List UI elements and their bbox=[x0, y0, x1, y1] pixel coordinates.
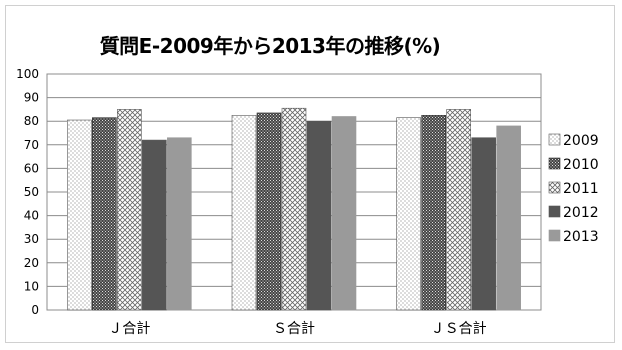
bar-2013-1 bbox=[331, 116, 357, 311]
bar-2010-2 bbox=[421, 115, 446, 311]
legend-label-2013: 2013 bbox=[563, 229, 599, 245]
y-tick-label: 70 bbox=[24, 138, 39, 152]
legend-swatch-2010 bbox=[548, 157, 561, 170]
legend-swatch-2009 bbox=[548, 133, 561, 146]
legend-label-2010: 2010 bbox=[563, 157, 599, 173]
bar-2013-2 bbox=[496, 125, 521, 311]
bar-2010-1 bbox=[256, 112, 282, 311]
bar-2010-0 bbox=[92, 117, 117, 311]
legend-swatch-2013 bbox=[548, 229, 561, 242]
y-tick-label: 30 bbox=[24, 232, 39, 246]
bar-2009-2 bbox=[396, 117, 421, 311]
bar-2011-2 bbox=[446, 109, 471, 311]
bar-2009-1 bbox=[231, 115, 257, 311]
bar-2012-0 bbox=[142, 139, 167, 311]
x-category-label: Ｊ合計 bbox=[108, 321, 150, 337]
bar-2012-2 bbox=[471, 137, 496, 311]
bar-2012-1 bbox=[306, 120, 332, 311]
bar-2009-0 bbox=[67, 119, 92, 311]
legend-label-2012: 2012 bbox=[563, 205, 599, 221]
y-tick-label: 40 bbox=[24, 209, 39, 223]
y-tick-label: 80 bbox=[24, 114, 39, 128]
chart-title: 質問E-2009年から2013年の推移(%) bbox=[99, 34, 441, 58]
y-tick-label: 90 bbox=[24, 91, 39, 105]
y-tick-label: 50 bbox=[24, 185, 39, 199]
y-tick-label: 10 bbox=[24, 279, 39, 293]
tick-labels: 0 10 20 30 40 50 60 70 80 90 100 Ｊ合計 Ｓ合計 ＪＳ合計 bbox=[16, 67, 487, 337]
legend-swatch-2012 bbox=[548, 205, 561, 218]
y-tick-label: 0 bbox=[31, 303, 39, 317]
bar-2013-0 bbox=[167, 137, 192, 311]
bar-2011-0 bbox=[117, 109, 142, 311]
legend-label-2009: 2009 bbox=[563, 133, 599, 149]
bars bbox=[67, 107, 521, 311]
y-tick-label: 20 bbox=[24, 256, 39, 270]
legend-label-2011: 2011 bbox=[563, 181, 599, 197]
bar-2011-1 bbox=[281, 107, 307, 311]
y-tick-label: 60 bbox=[24, 161, 39, 175]
x-category-label: Ｓ合計 bbox=[273, 321, 315, 337]
y-tick-label: 100 bbox=[16, 67, 39, 81]
legend-swatch-2011 bbox=[548, 181, 561, 194]
legend: 2009 2010 2011 2012 2013 bbox=[548, 133, 599, 245]
x-category-label: ＪＳ合計 bbox=[431, 321, 487, 337]
